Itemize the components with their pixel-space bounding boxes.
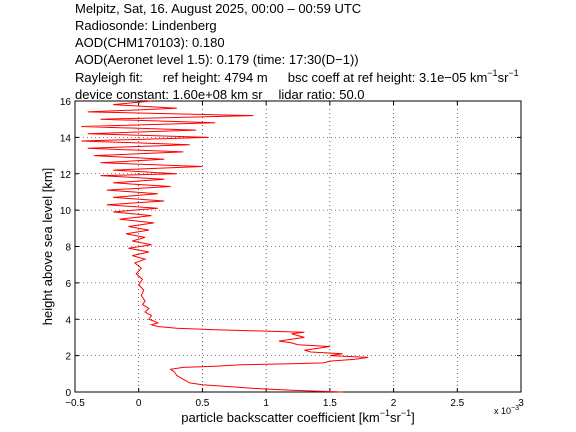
y-tick-label: 12 [60,170,72,181]
x-axis-label-sr: sr [390,410,402,425]
x-multiplier-label: x 10−3 [494,405,519,416]
x-tick-label: 0 [136,398,142,409]
y-tick-label: 0 [65,388,71,399]
x-axis-label: particle backscatter coefficient [km−1sr… [181,408,414,425]
y-tick-label: 10 [60,206,72,217]
bsc-unit-exp-sr: −1 [508,68,519,78]
x-axis-label-prefix: particle backscatter coefficient [km [181,410,379,425]
x-tick-label: 1.5 [323,398,337,409]
bsc-unit-exp-km: −1 [487,68,498,78]
device-constant-line: device constant: 1.60e+08 km sr lidar rat… [75,87,365,102]
y-tick-label: 6 [65,279,71,290]
x-tick-label: 0.5 [195,398,209,409]
ref-height-text: ref height: 4794 m [162,70,268,85]
x-tick-label: 2 [391,398,397,409]
device-constant-text: device constant: 1.60e+08 km sr [75,87,263,102]
y-tick-label: 2 [65,352,71,363]
y-tick-label: 16 [60,97,72,108]
x-tick-label: 1 [263,398,269,409]
rayleigh-fit-label: Rayleigh fit: [75,70,143,85]
grid-layer [75,101,521,392]
title-line-location-time: Melpitz, Sat, 16. August 2025, 00:00 – 0… [75,1,362,16]
series-line-backscatter [81,100,369,393]
rayleigh-fit-line: Rayleigh fit: ref height: 4794 m bsc coeff… [75,68,519,86]
x-multiplier-exp: −3 [511,405,519,412]
x-axis-label-exp-sr: −1 [401,408,411,418]
x-tick-label: −0.5 [65,398,85,409]
bsc-unit-sr: sr [497,70,509,85]
x-multiplier-base: x 10 [494,406,511,416]
x-axis-label-end: ] [411,410,415,425]
x-axis-label-exp-km: −1 [380,408,390,418]
y-tick-label: 8 [65,243,71,254]
y-tick-label: 14 [60,133,72,144]
aod-chm-line: AOD(CHM170103): 0.180 [75,35,225,50]
x-tick-label: 3 [518,398,524,409]
radiosonde-line: Radiosonde: Lindenberg [75,18,217,33]
lidar-ratio-text: lidar ratio: 50.0 [278,87,365,102]
x-tick-label: 2.5 [450,398,464,409]
y-tick-label: 4 [65,315,71,326]
aod-aeronet-line: AOD(Aeronet level 1.5): 0.179 (time: 17:… [75,52,359,67]
y-axis-label: height above sea level [km] [40,168,55,326]
bsc-coeff-text: bsc coeff at ref height: 3.1e−05 km [287,70,488,85]
